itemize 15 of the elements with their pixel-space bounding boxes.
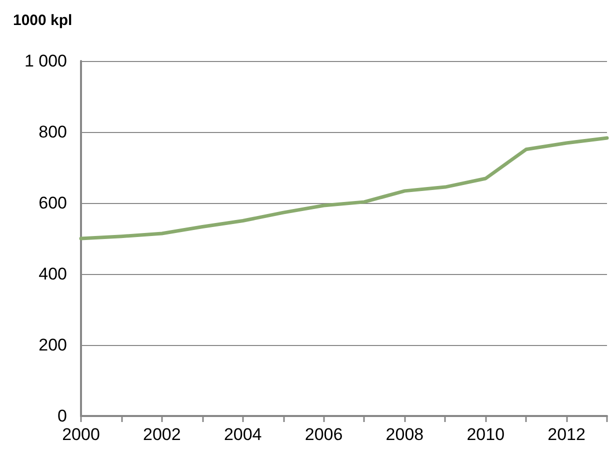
x-tick-label: 2006: [304, 425, 343, 444]
y-tick-label: 1 000: [24, 52, 67, 70]
x-tick-label: 2008: [386, 425, 424, 444]
y-tick-label: 800: [38, 122, 67, 142]
x-tick-label: 2010: [466, 425, 505, 444]
x-tick-label: 2012: [548, 425, 586, 444]
x-tick-label: 2002: [143, 425, 181, 444]
x-tick-label: 2000: [62, 425, 100, 444]
line-series: [79, 136, 609, 240]
y-tick-label: 400: [38, 264, 67, 284]
x-tick-label: 2004: [224, 425, 262, 444]
y-tick-label: 0: [58, 406, 67, 426]
y-tick-label: 600: [38, 194, 67, 212]
y-axis-title: 1000 kpl: [13, 12, 72, 29]
y-tick-label: 200: [38, 336, 67, 354]
